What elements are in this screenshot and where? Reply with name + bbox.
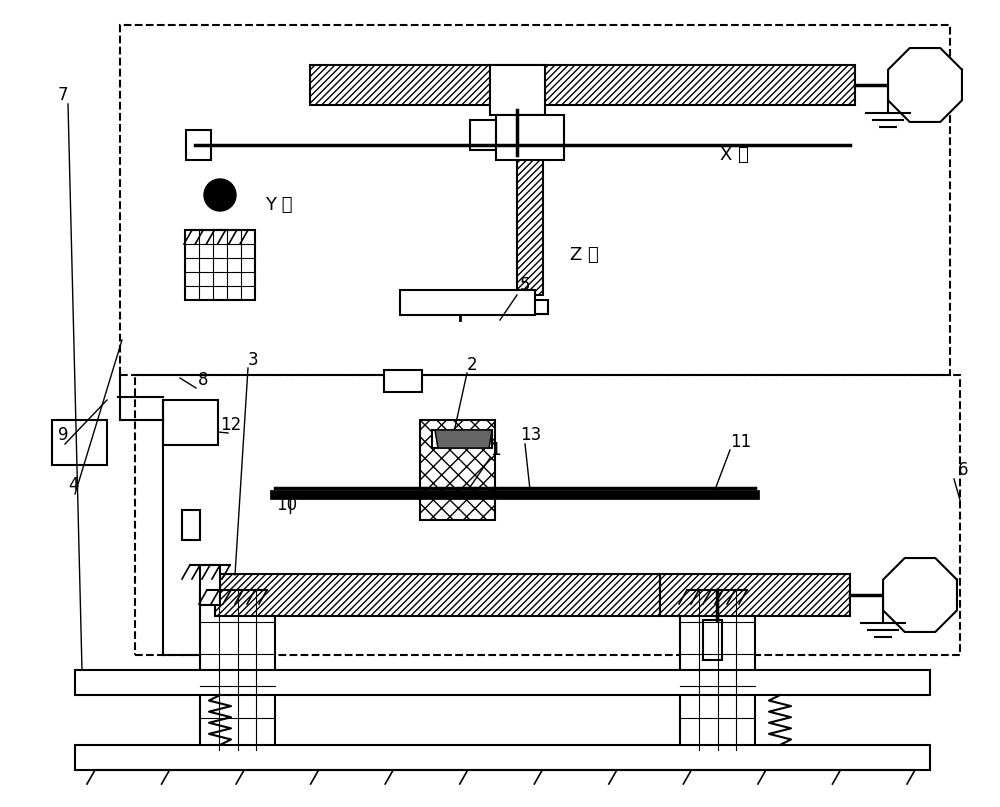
Text: Y 轴: Y 轴 <box>265 196 292 214</box>
Bar <box>182 510 200 540</box>
Bar <box>400 290 535 315</box>
Bar <box>420 420 495 520</box>
Bar <box>163 400 218 445</box>
Bar <box>75 670 930 695</box>
Bar <box>518 300 532 314</box>
Bar <box>490 65 545 115</box>
Text: 1: 1 <box>490 441 501 459</box>
Text: X 轴: X 轴 <box>720 146 749 164</box>
Text: 9: 9 <box>58 426 68 444</box>
Bar <box>135 375 960 655</box>
Polygon shape <box>883 558 957 632</box>
Text: 3: 3 <box>248 351 259 369</box>
Bar <box>534 300 548 314</box>
Text: 7: 7 <box>58 86 68 104</box>
Bar <box>384 370 422 392</box>
Text: 13: 13 <box>520 426 541 444</box>
Bar <box>185 230 255 300</box>
Text: 6: 6 <box>958 461 968 479</box>
Bar <box>186 130 211 160</box>
Text: Z 轴: Z 轴 <box>570 246 599 264</box>
Bar <box>310 65 855 105</box>
Polygon shape <box>888 48 962 122</box>
Bar <box>517 115 543 295</box>
Bar <box>680 590 755 750</box>
Bar <box>75 745 930 770</box>
Bar <box>200 565 220 605</box>
Text: 8: 8 <box>198 371 208 389</box>
Text: 11: 11 <box>730 433 751 451</box>
Bar <box>660 574 850 616</box>
Text: 12: 12 <box>220 416 241 434</box>
Bar <box>703 620 722 660</box>
Text: 10: 10 <box>276 496 297 514</box>
Bar <box>200 590 275 750</box>
Text: 2: 2 <box>467 356 478 374</box>
Bar <box>496 115 564 160</box>
Polygon shape <box>435 430 492 448</box>
Text: 5: 5 <box>520 276 530 294</box>
Text: 4: 4 <box>68 476 78 494</box>
Circle shape <box>204 179 236 211</box>
Bar <box>120 25 950 375</box>
Bar <box>470 120 560 150</box>
Bar <box>215 574 660 616</box>
Bar <box>432 430 492 448</box>
Bar <box>52 420 107 465</box>
